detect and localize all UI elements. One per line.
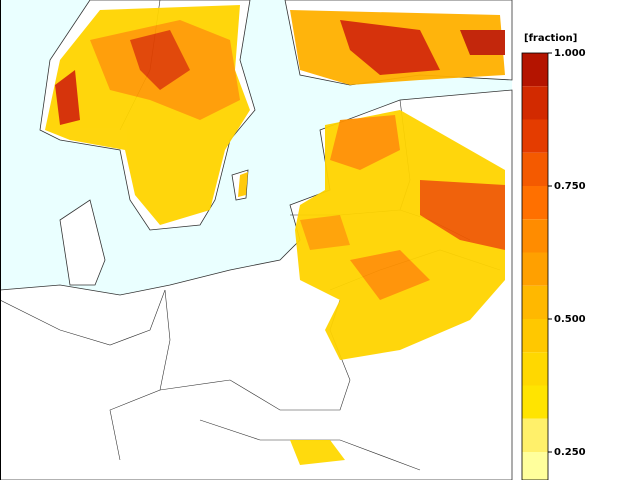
fraction-field	[45, 5, 505, 465]
colorbar-tick-label: 0.750	[554, 181, 586, 192]
colorbar-tick-label: 1.000	[554, 48, 586, 59]
colorbar-segment	[522, 452, 548, 480]
colorbar-segment	[522, 152, 548, 186]
colorbar-segment	[522, 53, 548, 87]
colorbar-segment	[522, 219, 548, 253]
colorbar-segment	[522, 385, 548, 419]
colorbar-tick-label: 0.250	[554, 447, 586, 458]
colorbar-segment	[522, 285, 548, 319]
colorbar: 1.000 0.750 0.500 0.250	[521, 48, 586, 480]
colorbar-frame	[521, 52, 549, 480]
colorbar-segment	[522, 418, 548, 452]
colorbar-segment	[522, 119, 548, 153]
colorbar-label: [fraction]	[524, 33, 577, 44]
colorbar-segment	[522, 252, 548, 286]
colorbar-segment	[522, 319, 548, 353]
colorbar-segment	[522, 86, 548, 120]
colorbar-tick-label: 0.500	[554, 314, 586, 325]
colorbar-segment	[522, 352, 548, 386]
colorbar-segment	[522, 186, 548, 220]
map	[0, 0, 513, 480]
